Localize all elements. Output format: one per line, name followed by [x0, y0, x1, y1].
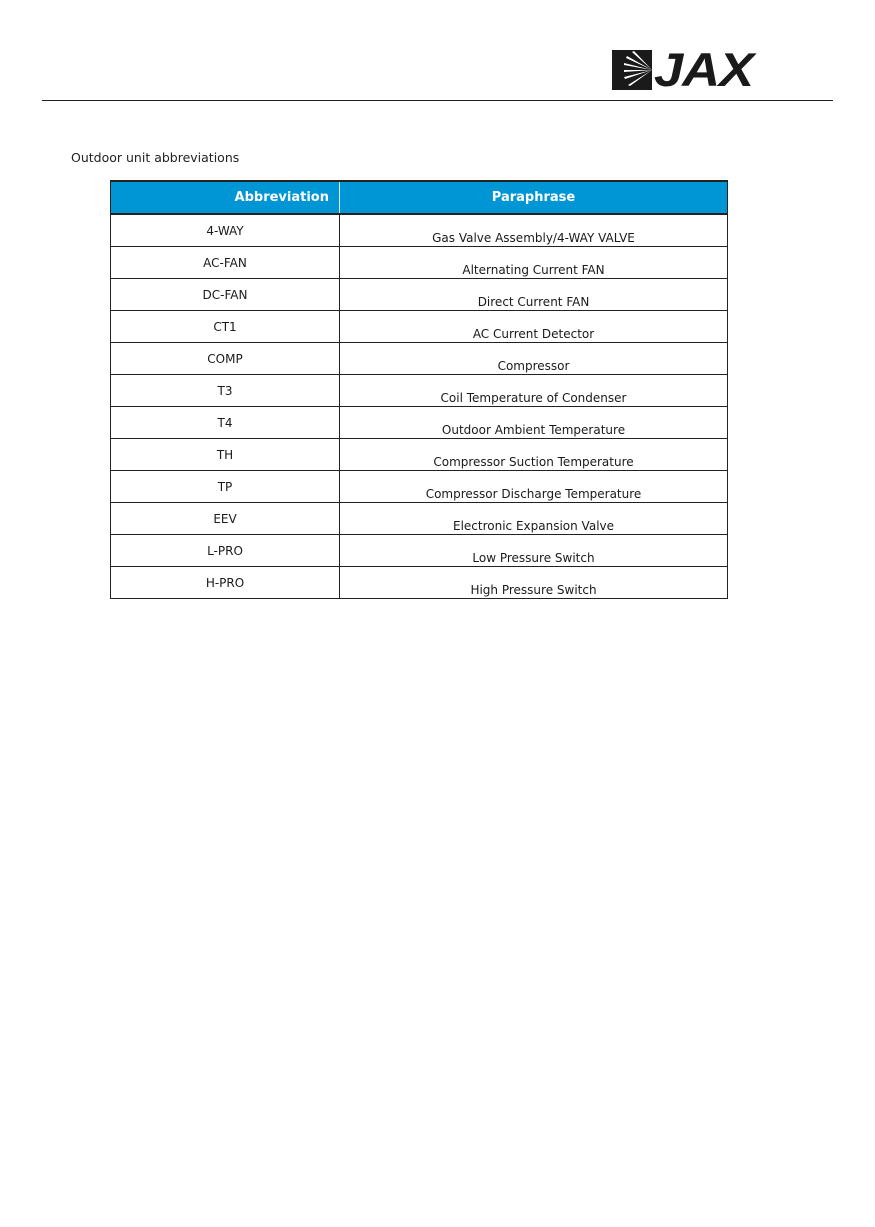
jax-logo: JAX [612, 46, 754, 93]
table-header-row: Abbreviation Paraphrase [110, 180, 728, 215]
column-header-paraphrase: Paraphrase [339, 180, 728, 215]
abbreviation-cell: AC-FAN [110, 246, 340, 279]
abbreviation-cell: 4-WAY [110, 214, 340, 247]
table-row: COMP Compressor [110, 342, 728, 375]
abbreviation-cell: T3 [110, 374, 340, 407]
table-row: TH Compressor Suction Temperature [110, 438, 728, 471]
table-row: H-PRO High Pressure Switch [110, 566, 728, 599]
column-header-abbreviation: Abbreviation [110, 180, 340, 215]
paraphrase-cell: Coil Temperature of Condenser [339, 374, 728, 407]
paraphrase-cell: AC Current Detector [339, 310, 728, 343]
table-row: TP Compressor Discharge Temperature [110, 470, 728, 503]
section-title: Outdoor unit abbreviations [71, 150, 240, 165]
abbreviation-cell: TP [110, 470, 340, 503]
abbreviation-cell: T4 [110, 406, 340, 439]
paraphrase-cell: Low Pressure Switch [339, 534, 728, 567]
table-row: L-PRO Low Pressure Switch [110, 534, 728, 567]
paraphrase-cell: Alternating Current FAN [339, 246, 728, 279]
table-row: EEV Electronic Expansion Valve [110, 502, 728, 535]
logo-rays-icon [612, 50, 652, 90]
abbreviation-cell: COMP [110, 342, 340, 375]
paraphrase-cell: High Pressure Switch [339, 566, 728, 599]
paraphrase-cell: Gas Valve Assembly/4-WAY VALVE [339, 214, 728, 247]
abbreviation-cell: L-PRO [110, 534, 340, 567]
abbreviation-cell: DC-FAN [110, 278, 340, 311]
abbreviation-cell: TH [110, 438, 340, 471]
abbreviation-cell: H-PRO [110, 566, 340, 599]
abbreviation-cell: CT1 [110, 310, 340, 343]
table-row: T3 Coil Temperature of Condenser [110, 374, 728, 407]
table-row: CT1 AC Current Detector [110, 310, 728, 343]
paraphrase-cell: Compressor Suction Temperature [339, 438, 728, 471]
header-divider [42, 100, 833, 101]
logo-text: JAX [654, 43, 754, 96]
paraphrase-cell: Electronic Expansion Valve [339, 502, 728, 535]
table-row: DC-FAN Direct Current FAN [110, 278, 728, 311]
table-row: 4-WAY Gas Valve Assembly/4-WAY VALVE [110, 214, 728, 247]
paraphrase-cell: Compressor Discharge Temperature [339, 470, 728, 503]
paraphrase-cell: Outdoor Ambient Temperature [339, 406, 728, 439]
abbreviation-cell: EEV [110, 502, 340, 535]
paraphrase-cell: Compressor [339, 342, 728, 375]
table-row: AC-FAN Alternating Current FAN [110, 246, 728, 279]
paraphrase-cell: Direct Current FAN [339, 278, 728, 311]
table-row: T4 Outdoor Ambient Temperature [110, 406, 728, 439]
abbreviations-table: Abbreviation Paraphrase 4-WAY Gas Valve A… [110, 180, 728, 599]
